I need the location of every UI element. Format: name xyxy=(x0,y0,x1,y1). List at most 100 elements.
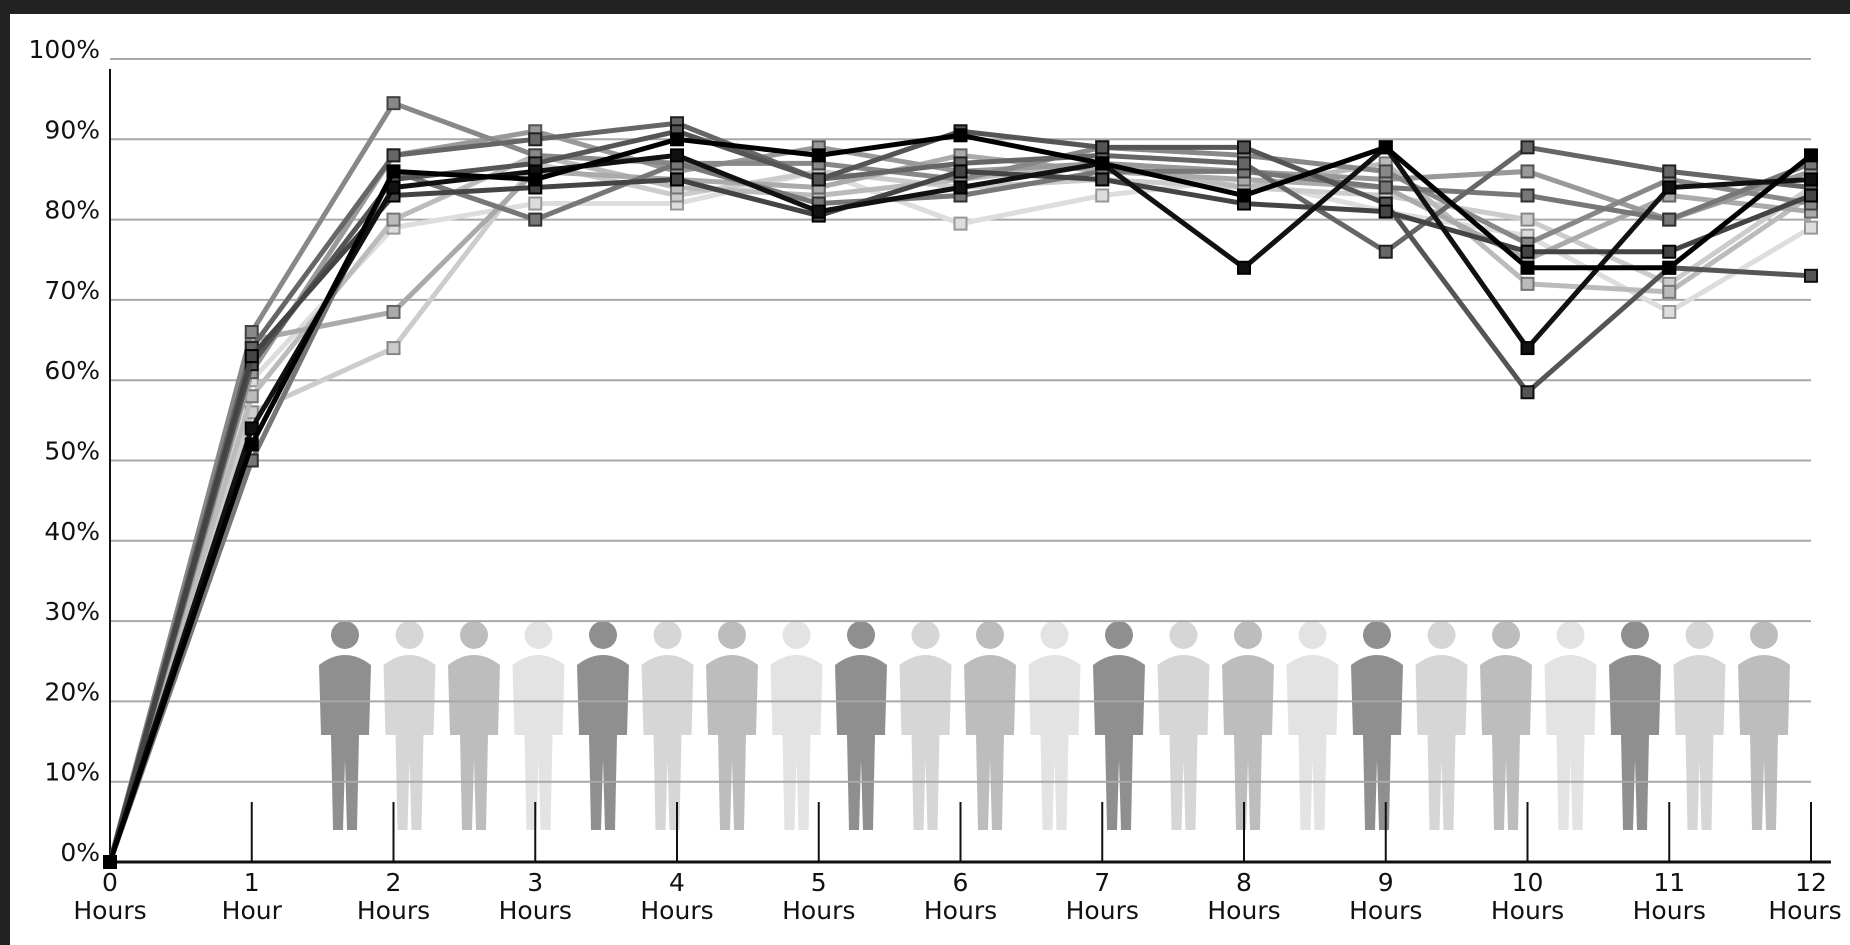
silhouette-body xyxy=(1544,655,1597,830)
series-marker xyxy=(670,132,684,147)
series-marker xyxy=(1662,164,1677,179)
x-unit-label: Hours xyxy=(640,896,713,925)
silhouette-head xyxy=(1492,621,1520,649)
series-marker xyxy=(1520,341,1535,356)
series-marker xyxy=(1095,140,1110,155)
y-tick-label: 70% xyxy=(44,276,100,305)
series-marker xyxy=(1378,140,1393,155)
series-marker xyxy=(386,304,401,319)
silhouette-head xyxy=(976,621,1004,649)
silhouette-head xyxy=(1750,621,1778,649)
silhouette-head xyxy=(589,621,617,649)
x-tick-label: 7 xyxy=(1094,868,1110,897)
series-marker xyxy=(1095,172,1110,187)
silhouette-body xyxy=(641,655,694,830)
x-tick-label: 3 xyxy=(527,868,543,897)
series-marker xyxy=(386,341,401,356)
x-tick-label: 10 xyxy=(1512,868,1544,897)
silhouette-head xyxy=(782,621,811,649)
series-marker xyxy=(1095,188,1110,203)
x-tick-label: 11 xyxy=(1653,868,1685,897)
y-tick-label: 90% xyxy=(44,115,100,144)
series-marker xyxy=(1237,156,1251,171)
silhouette-head xyxy=(331,621,359,649)
silhouette-body xyxy=(577,655,629,830)
silhouette-body xyxy=(1609,655,1661,830)
series-marker xyxy=(1804,148,1818,163)
silhouette-head xyxy=(1621,621,1649,649)
y-tick-label: 40% xyxy=(44,517,100,546)
silhouette-head xyxy=(1363,621,1391,649)
series-marker xyxy=(1662,260,1677,275)
series-marker xyxy=(1095,156,1110,171)
x-unit-label: Hours xyxy=(1633,896,1706,925)
series-marker xyxy=(670,172,684,187)
silhouette-head xyxy=(524,621,553,649)
series-marker xyxy=(244,349,259,364)
series-marker xyxy=(103,855,117,869)
silhouette-body xyxy=(383,655,436,830)
x-unit-label: Hours xyxy=(73,896,146,925)
series-marker xyxy=(1804,268,1818,283)
silhouette-body xyxy=(512,655,565,830)
silhouette-head xyxy=(1234,621,1262,649)
silhouette-body xyxy=(448,655,500,830)
silhouette-head xyxy=(1040,621,1069,649)
silhouette-head xyxy=(1556,621,1585,649)
silhouette-head xyxy=(718,621,746,649)
silhouette-body xyxy=(1415,655,1468,830)
silhouette-body xyxy=(1673,655,1726,830)
series-marker xyxy=(1520,276,1535,291)
silhouette-body xyxy=(1480,655,1532,830)
silhouette-head xyxy=(1685,621,1714,649)
series-marker xyxy=(953,216,968,231)
x-tick-label: 9 xyxy=(1378,868,1394,897)
series-marker xyxy=(1520,188,1535,203)
x-tick-label: 6 xyxy=(953,868,969,897)
x-tick-label: 1 xyxy=(244,868,260,897)
x-unit-label: Hours xyxy=(924,896,997,925)
series-marker xyxy=(1804,188,1818,203)
series-marker xyxy=(386,164,401,179)
x-tick-label: 12 xyxy=(1795,868,1827,897)
series-marker xyxy=(1378,204,1393,219)
series-marker xyxy=(1662,304,1677,319)
series-marker xyxy=(1662,180,1677,195)
series-marker xyxy=(953,180,968,195)
silhouettes xyxy=(319,621,1790,830)
y-tick-label: 60% xyxy=(44,356,100,385)
y-tick-label: 50% xyxy=(44,437,100,466)
series-marker xyxy=(1520,260,1535,275)
series-marker xyxy=(1804,172,1818,187)
x-unit-label: Hours xyxy=(1207,896,1280,925)
series-marker xyxy=(670,148,684,163)
series-marker xyxy=(1237,188,1251,203)
series-marker xyxy=(811,148,826,163)
silhouette-head xyxy=(1105,621,1133,649)
series-marker xyxy=(1520,385,1535,400)
series-marker xyxy=(953,164,968,179)
silhouette-head xyxy=(1427,621,1456,649)
silhouette-body xyxy=(1286,655,1339,830)
series-marker xyxy=(386,96,401,111)
series-marker xyxy=(528,132,543,147)
series-marker xyxy=(1378,164,1393,179)
silhouette-head xyxy=(911,621,940,649)
silhouette-body xyxy=(835,655,887,830)
y-tick-label: 0% xyxy=(60,838,100,867)
x-unit-label: Hours xyxy=(1768,896,1841,925)
series-marker xyxy=(1520,140,1535,155)
series-marker xyxy=(386,148,401,163)
y-tick-label: 20% xyxy=(44,677,100,706)
silhouette-body xyxy=(964,655,1016,830)
series-marker xyxy=(1378,244,1393,259)
silhouette-body xyxy=(706,655,758,830)
silhouette-head xyxy=(847,621,875,649)
series-marker xyxy=(1237,260,1251,275)
x-unit-label: Hour xyxy=(222,896,283,925)
series-marker xyxy=(1662,284,1677,299)
series-marker xyxy=(811,172,826,187)
silhouette-head xyxy=(460,621,488,649)
x-unit-label: Hours xyxy=(1491,896,1564,925)
